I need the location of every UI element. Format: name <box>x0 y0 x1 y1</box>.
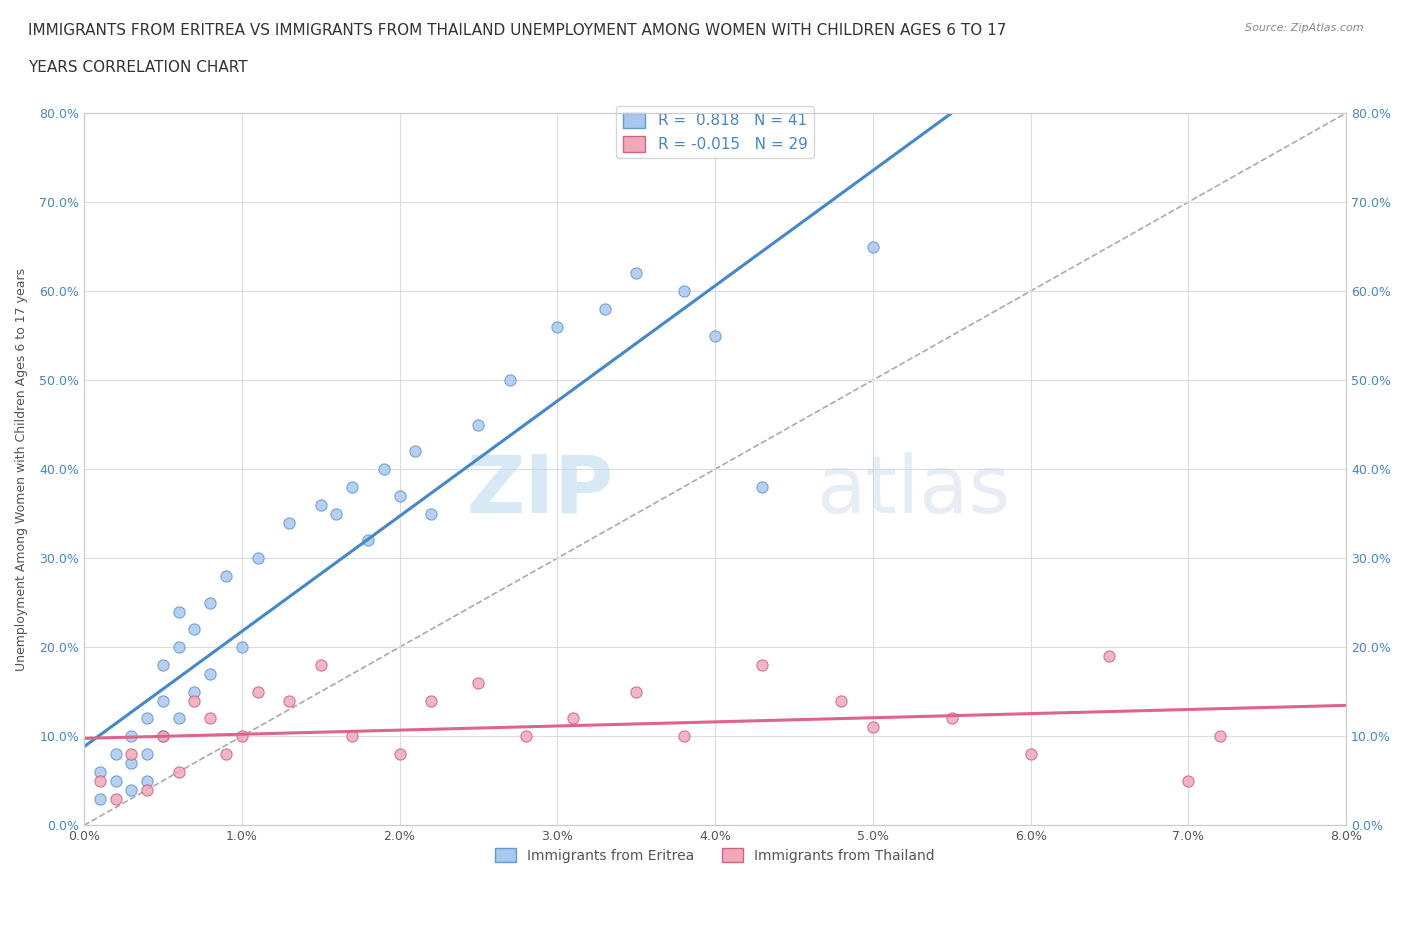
Point <box>104 747 127 762</box>
Legend: Immigrants from Eritrea, Immigrants from Thailand: Immigrants from Eritrea, Immigrants from… <box>489 843 941 869</box>
Point <box>120 755 142 770</box>
Point <box>562 711 585 726</box>
Point <box>167 604 190 619</box>
Point <box>325 506 347 521</box>
Point <box>593 301 616 316</box>
Point <box>340 729 363 744</box>
Point <box>104 791 127 806</box>
Point <box>136 747 159 762</box>
Point <box>862 720 884 735</box>
Point <box>1019 747 1042 762</box>
Point <box>404 444 426 458</box>
Text: Source: ZipAtlas.com: Source: ZipAtlas.com <box>1246 23 1364 33</box>
Point <box>388 488 411 503</box>
Point <box>546 319 568 334</box>
Point <box>104 774 127 789</box>
Point <box>515 729 537 744</box>
Point <box>830 693 852 708</box>
Point <box>167 764 190 779</box>
Point <box>373 461 395 476</box>
Point <box>152 693 174 708</box>
Text: ZIP: ZIP <box>467 452 614 529</box>
Y-axis label: Unemployment Among Women with Children Ages 6 to 17 years: Unemployment Among Women with Children A… <box>15 268 28 671</box>
Point <box>89 764 111 779</box>
Point <box>420 506 443 521</box>
Point <box>152 729 174 744</box>
Point <box>136 711 159 726</box>
Text: IMMIGRANTS FROM ERITREA VS IMMIGRANTS FROM THAILAND UNEMPLOYMENT AMONG WOMEN WIT: IMMIGRANTS FROM ERITREA VS IMMIGRANTS FR… <box>28 23 1007 38</box>
Point <box>198 711 221 726</box>
Point <box>704 328 727 343</box>
Point <box>152 729 174 744</box>
Point <box>672 729 695 744</box>
Point <box>309 658 332 672</box>
Point <box>183 622 205 637</box>
Point <box>467 675 489 690</box>
Point <box>624 684 647 699</box>
Point <box>499 373 522 388</box>
Point <box>198 595 221 610</box>
Point <box>120 747 142 762</box>
Point <box>309 498 332 512</box>
Text: atlas: atlas <box>815 452 1011 529</box>
Point <box>152 658 174 672</box>
Point <box>167 640 190 655</box>
Point <box>215 568 238 583</box>
Point <box>751 480 773 495</box>
Point <box>167 711 190 726</box>
Point <box>420 693 443 708</box>
Point <box>1177 774 1199 789</box>
Point <box>120 729 142 744</box>
Point <box>183 693 205 708</box>
Point <box>941 711 963 726</box>
Point <box>357 533 380 548</box>
Point <box>278 693 301 708</box>
Point <box>1098 649 1121 664</box>
Point <box>183 684 205 699</box>
Point <box>136 774 159 789</box>
Text: YEARS CORRELATION CHART: YEARS CORRELATION CHART <box>28 60 247 75</box>
Point <box>246 684 269 699</box>
Point <box>198 667 221 682</box>
Point <box>751 658 773 672</box>
Point <box>278 515 301 530</box>
Point <box>136 782 159 797</box>
Point <box>862 239 884 254</box>
Point <box>231 640 253 655</box>
Point <box>246 551 269 565</box>
Point <box>89 791 111 806</box>
Point <box>89 774 111 789</box>
Point <box>1209 729 1232 744</box>
Point <box>388 747 411 762</box>
Point <box>120 782 142 797</box>
Point <box>467 418 489 432</box>
Point <box>231 729 253 744</box>
Point <box>340 480 363 495</box>
Point <box>215 747 238 762</box>
Point <box>624 266 647 281</box>
Point <box>672 284 695 299</box>
